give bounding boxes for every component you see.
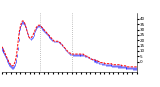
Text: Milwaukee Weather Outdoor Temp (vs) Wind Chill per Minute (Last 24 Hours): Milwaukee Weather Outdoor Temp (vs) Wind… (4, 2, 156, 11)
